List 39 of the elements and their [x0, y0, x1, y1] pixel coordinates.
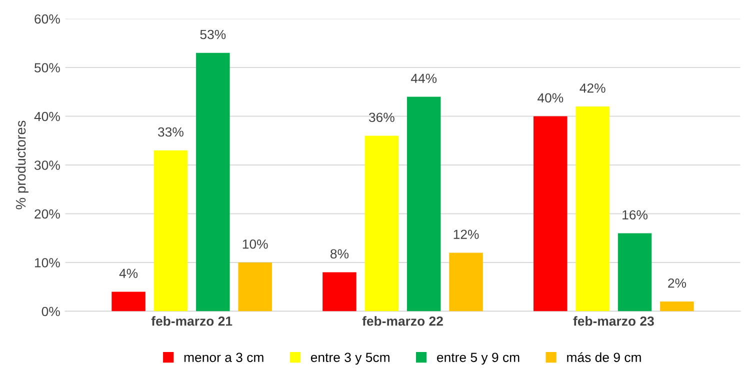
- data-label: 12%: [454, 230, 479, 239]
- data-label: 53%: [200, 30, 226, 40]
- data-label: 16%: [622, 210, 648, 220]
- legend-label: menor a 3 cm: [184, 352, 264, 362]
- x-tick-label: feb-marzo 21: [151, 316, 232, 326]
- data-label: 2%: [668, 278, 686, 288]
- data-label: 44%: [410, 74, 437, 83]
- bar: [322, 272, 356, 312]
- y-axis-title: % productores: [15, 120, 28, 210]
- y-tick-label: 40%: [34, 112, 60, 122]
- data-label: 33%: [158, 127, 184, 137]
- bar: [576, 106, 610, 312]
- y-tick-label: 50%: [34, 63, 60, 72]
- legend-label: entre 3 y 5cm: [310, 352, 390, 365]
- bar: [406, 96, 441, 312]
- y-tick-label: 20%: [34, 209, 60, 219]
- y-tick-label: 0%: [42, 306, 60, 316]
- legend-label: entre 5 y 9 cm: [437, 352, 520, 365]
- bar: [449, 252, 483, 312]
- bar: [112, 292, 146, 312]
- data-label: 10%: [242, 239, 268, 249]
- bar: [534, 116, 568, 312]
- y-tick-label: 60%: [34, 14, 60, 24]
- data-label: 42%: [580, 83, 606, 93]
- legend-label: más de 9 cm: [567, 352, 641, 362]
- data-label: 4%: [119, 268, 138, 278]
- x-tick-label: feb-marzo 23: [573, 316, 654, 326]
- y-tick-label: 10%: [34, 258, 60, 268]
- bar: [660, 302, 694, 312]
- data-label: 40%: [538, 93, 564, 103]
- bar: [364, 136, 399, 312]
- y-tick-label: 30%: [34, 160, 60, 170]
- x-tick-label: feb-marzo 22: [362, 316, 443, 326]
- data-label: 36%: [368, 112, 394, 122]
- data-label: 8%: [330, 249, 349, 259]
- bar: [196, 52, 230, 312]
- bar: [618, 233, 652, 312]
- bar: [154, 150, 188, 312]
- bar: [238, 262, 272, 312]
